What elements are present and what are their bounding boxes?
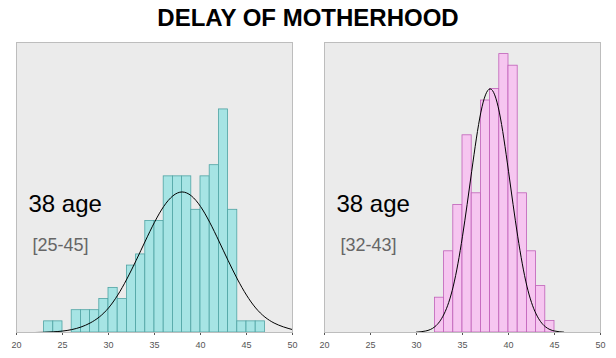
svg-text:30: 30 [411,340,421,350]
svg-text:40: 40 [503,340,513,350]
svg-text:25: 25 [365,340,375,350]
svg-text:50: 50 [287,340,297,350]
svg-text:[32-43]: [32-43] [341,235,397,255]
svg-text:38 age: 38 age [29,190,102,217]
svg-text:30: 30 [103,340,113,350]
svg-text:20: 20 [319,340,329,350]
svg-text:35: 35 [149,340,159,350]
svg-text:45: 45 [241,340,251,350]
svg-text:50: 50 [595,340,605,350]
svg-text:45: 45 [549,340,559,350]
svg-text:20: 20 [11,340,21,350]
svg-text:25: 25 [57,340,67,350]
svg-text:40: 40 [195,340,205,350]
svg-text:[25-45]: [25-45] [33,235,89,255]
html-text:DELAY OF MOTHERHOOD: DELAY OF MOTHERHOOD [157,4,459,31]
svg-text:38 age: 38 age [337,190,410,217]
svg-text:35: 35 [457,340,467,350]
